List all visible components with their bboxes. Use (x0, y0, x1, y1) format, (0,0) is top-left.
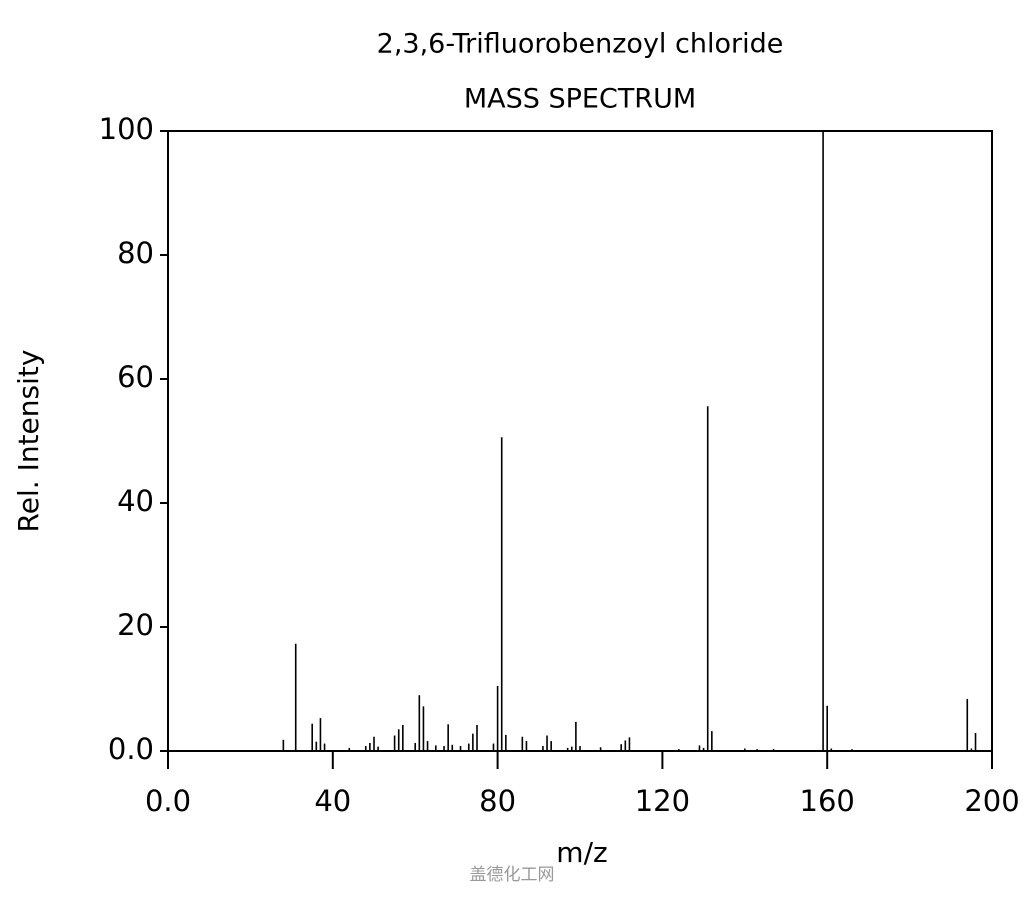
plot-frame (167, 130, 993, 752)
x-tick-label: 160 (800, 784, 855, 818)
x-tick-label: 80 (479, 784, 516, 818)
y-tick-label: 80 (117, 236, 154, 270)
y-tick-label: 60 (117, 360, 154, 394)
x-tick-label: 0.0 (145, 784, 191, 818)
x-tick-label: 120 (635, 784, 690, 818)
y-tick-label: 100 (99, 112, 154, 146)
y-tick-label: 20 (117, 608, 154, 642)
y-tick-label: 0.0 (108, 732, 154, 766)
chart-title: 2,3,6-Trifluorobenzoyl chloride (377, 29, 784, 60)
watermark: 盖德化工网 (470, 865, 555, 885)
y-axis-label: Rel. Intensity (12, 350, 45, 533)
x-axis-label: m/z (556, 836, 607, 869)
x-tick-label: 200 (964, 784, 1019, 818)
chart-subtitle: MASS SPECTRUM (464, 84, 696, 115)
y-tick-label: 40 (117, 484, 154, 518)
x-tick-label: 40 (314, 784, 351, 818)
